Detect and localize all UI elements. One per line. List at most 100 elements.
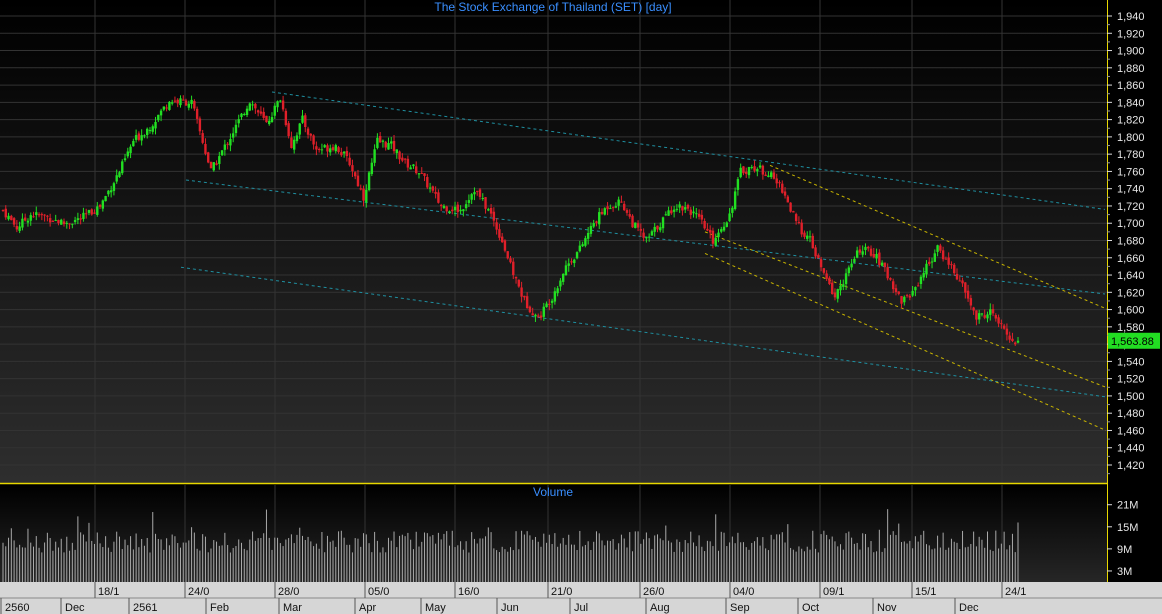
candle-body [495,222,498,230]
candle-body [412,164,415,167]
candle-body [323,145,326,148]
candle-body [439,204,443,207]
candle-body [401,157,404,161]
candle-body [986,314,989,319]
trendline[interactable] [271,91,1106,210]
candle-body [623,203,626,211]
candle-body [87,210,91,213]
candle-body [312,135,315,145]
candle-body [675,208,679,210]
candle-body [51,220,55,222]
candle-body [939,245,942,251]
candle-body [739,167,742,178]
chart-title: The Stock Exchange of Thailand (SET) [da… [434,0,671,14]
candle-body [284,110,288,126]
candle-body [35,212,38,215]
candlesticks [1,95,1020,346]
candle-body [769,172,773,178]
candle-body [964,282,967,293]
candle-body [7,215,10,220]
candle-body [689,209,692,215]
candle-body [187,103,191,108]
candle-body [295,135,299,142]
candle-body [84,213,88,215]
candle-body [43,214,46,216]
candle-body [270,117,274,123]
date-label: 04/0 [733,586,754,598]
candle-body [980,313,984,315]
candle-body [170,102,174,104]
candle-body [925,263,928,275]
candle-body [245,108,249,115]
candle-body [620,201,623,203]
candle-body [539,315,543,318]
trendline[interactable] [704,252,1107,431]
candle-body [32,216,35,218]
candle-body [983,315,986,318]
candle-body [961,280,964,284]
candle-body [406,158,410,168]
candle-body [742,166,745,174]
candle-body [542,306,545,317]
candle-body [140,135,143,141]
candle-body [157,114,160,121]
candle-body [351,165,354,172]
candle-body [434,191,437,194]
candle-body [26,220,30,223]
candle-body [437,192,440,203]
candle-body [484,197,487,209]
grid [0,0,1107,582]
candle-body [575,252,579,259]
trendline[interactable] [185,179,1106,295]
candle-body [550,300,554,303]
candle-body [692,211,695,214]
candle-body [428,187,432,189]
candle-body [897,291,900,294]
candle-body [273,105,276,116]
candle-body [23,217,27,221]
candle-body [168,101,171,110]
y-tick-label: 1,880 [1117,63,1145,75]
candle-body [750,166,753,168]
candle-body [134,135,138,140]
volume-bars [2,509,1019,582]
date-label: 18/1 [98,586,119,598]
candle-body [98,205,102,207]
trendline[interactable] [769,164,1109,311]
candle-body [647,236,651,238]
candle-body [714,237,717,246]
candle-body [678,204,681,208]
candle-body [548,303,551,306]
candle-body [828,277,831,284]
candle-body [703,220,706,229]
last-price-label: 1,563.88 [1111,336,1154,348]
candle-body [853,258,856,263]
candle-body [73,220,77,223]
date-axis[interactable]: 18/1 24/0 28/0 05/0 16/0 21/0 26/0 04/0 09/1 15/1… [0,582,1162,614]
candle-body [844,273,848,285]
candle-body [592,223,595,227]
candle-body [753,166,756,171]
candle-body [606,206,609,210]
candle-body [928,261,931,265]
candle-body [953,264,956,274]
candle-body [922,273,925,278]
y-tick-label: 1,940 [1117,11,1145,23]
candle-body [819,259,823,268]
candle-body [537,315,540,317]
candle-body [589,226,593,234]
candle-body [900,296,903,304]
candle-body [598,212,601,225]
candle-body [376,137,379,148]
candle-body [365,189,368,203]
candle-body [57,220,60,224]
candle-body [254,103,257,109]
candle-body [362,188,365,201]
y-tick-label: 1,820 [1117,115,1145,127]
candle-body [836,289,839,299]
candle-body [603,208,606,215]
candle-body [40,214,44,216]
candle-body [830,282,834,294]
candle-body [869,248,873,256]
